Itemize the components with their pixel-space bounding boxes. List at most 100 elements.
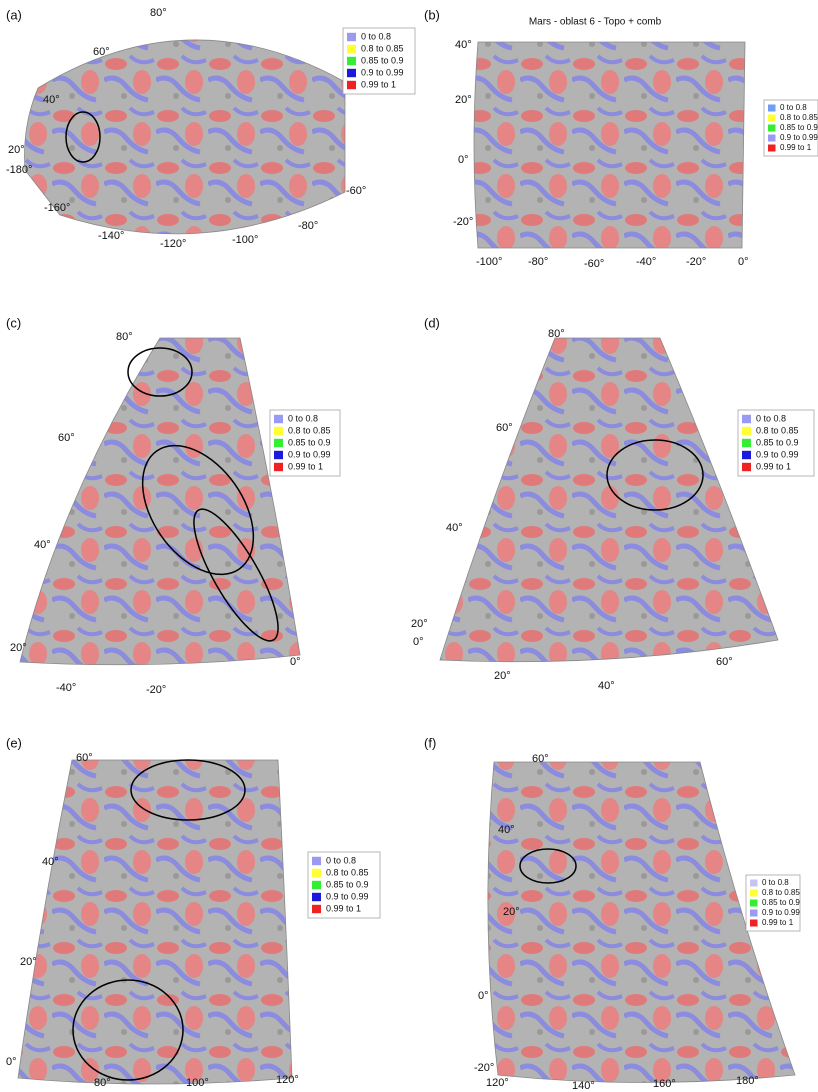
legend-swatch (347, 68, 356, 78)
panel-label: (d) (424, 315, 440, 330)
coordinate-label: -100° (232, 234, 258, 246)
legend-swatch (742, 426, 751, 436)
coordinate-label: 0° (478, 990, 489, 1002)
legend-text: 0.9 to 0.99 (326, 891, 369, 901)
coordinate-label: -100° (476, 256, 502, 268)
legend-swatch (750, 909, 758, 917)
coordinate-label: 40° (598, 680, 615, 692)
coordinate-label: 0° (6, 1056, 17, 1068)
map-panel: (b) Mars - oblast 6 - Topo + comb 40° 20° 0°… (424, 7, 818, 270)
coordinate-label: 60° (93, 46, 110, 58)
legend-swatch (274, 450, 283, 460)
coordinate-label: 0° (290, 656, 301, 668)
legend-swatch (750, 919, 758, 927)
highlight-ellipse (193, 508, 279, 642)
legend-swatch (347, 56, 356, 66)
legend-swatch (347, 80, 356, 90)
map-panel: (c) 80° 60° 40° 20° 0° -40° -20° 0 to 0.8 0.8 to … (6, 315, 341, 696)
panel-label: (c) (6, 315, 21, 330)
coordinate-label: 80° (150, 7, 167, 19)
coordinate-label: -120° (160, 238, 186, 250)
legend-swatch (742, 438, 751, 448)
legend-text: 0.9 to 0.99 (361, 67, 404, 77)
legend-text: 0.85 to 0.9 (762, 898, 800, 907)
legend-text: 0 to 0.8 (756, 413, 786, 423)
coordinate-label: 0° (458, 154, 469, 166)
coordinate-label: 20° (8, 144, 25, 156)
legend-text: 0.99 to 1 (326, 903, 361, 913)
coordinate-label: -40° (636, 256, 656, 268)
highlight-ellipse (65, 111, 101, 163)
coordinate-label: -20° (686, 256, 706, 268)
coordinate-label: -20° (146, 684, 166, 696)
coordinate-label: -20° (474, 1062, 494, 1074)
legend-text: 0.99 to 1 (361, 79, 396, 89)
legend-text: 0.85 to 0.9 (361, 55, 404, 65)
legend-swatch (274, 462, 283, 472)
coordinate-label: 80° (94, 1077, 111, 1089)
legend-text: 0.8 to 0.85 (756, 425, 799, 435)
map-panel: (e) 60° 40° 20° 0° 80° 100° 120° 0 to 0.8 0.8 to … (6, 735, 381, 1089)
map-surface (24, 39, 346, 235)
panel-label: (b) (424, 7, 440, 22)
legend-swatch (312, 892, 321, 902)
coordinate-label: 20° (503, 906, 520, 918)
legend: 0 to 0.80.8 to 0.850.85 to 0.90.9 to 0.9… (745, 874, 800, 932)
coordinate-label: -20° (453, 216, 473, 228)
legend-text: 0.99 to 1 (780, 143, 812, 152)
highlight-ellipse (72, 979, 184, 1081)
coordinate-label: -160° (44, 202, 70, 214)
legend-text: 0.85 to 0.9 (288, 437, 331, 447)
legend-text: 0 to 0.8 (762, 878, 789, 887)
panel-title: Mars - oblast 6 - Topo + comb (529, 17, 662, 28)
legend: 0 to 0.80.8 to 0.850.85 to 0.90.9 to 0.9… (342, 27, 416, 95)
coordinate-label: 40° (498, 824, 515, 836)
legend-text: 0.8 to 0.85 (361, 43, 404, 53)
coordinate-label: 120° (276, 1074, 299, 1086)
map-panel: (a) 80° 60° 40° 20° -180° -160° -140° -120° -100°… (6, 7, 416, 250)
coordinate-label: 0° (738, 256, 749, 268)
map-surface (439, 337, 779, 663)
legend-text: 0.8 to 0.85 (780, 113, 818, 122)
coordinate-label: 60° (76, 752, 93, 764)
legend-text: 0.99 to 1 (756, 461, 791, 471)
coordinate-label: 0° (413, 636, 424, 648)
legend: 0 to 0.80.8 to 0.850.85 to 0.90.9 to 0.9… (763, 99, 818, 157)
legend-text: 0.85 to 0.9 (326, 879, 369, 889)
highlight-ellipse (141, 444, 255, 576)
legend-swatch (312, 904, 321, 914)
legend-swatch (750, 899, 758, 907)
coordinate-label: 180° (736, 1075, 759, 1087)
legend-swatch (768, 104, 776, 112)
coordinate-label: 60° (496, 422, 513, 434)
legend-text: 0.8 to 0.85 (288, 425, 331, 435)
coordinate-label: 40° (455, 39, 472, 51)
coordinate-label: -180° (6, 164, 32, 176)
coordinate-label: 20° (10, 642, 27, 654)
coordinate-label: 20° (494, 670, 511, 682)
legend-text: 0 to 0.8 (780, 103, 807, 112)
legend-text: 0.99 to 1 (762, 918, 794, 927)
legend: 0 to 0.80.8 to 0.850.85 to 0.90.9 to 0.9… (737, 409, 815, 477)
panel-label: (f) (424, 735, 436, 750)
legend-swatch (750, 889, 758, 897)
legend-swatch (742, 414, 751, 424)
legend-swatch (347, 32, 356, 42)
map-surface (17, 759, 293, 1085)
legend-swatch (768, 134, 776, 142)
legend-swatch (312, 856, 321, 866)
coordinate-label: -60° (346, 185, 366, 197)
legend-text: 0 to 0.8 (288, 413, 318, 423)
coordinate-label: 40° (42, 856, 59, 868)
legend-swatch (750, 879, 758, 887)
legend-text: 0.8 to 0.85 (762, 888, 800, 897)
coordinate-label: 140° (572, 1080, 595, 1092)
legend-swatch (312, 868, 321, 878)
coordinate-label: 60° (532, 753, 549, 765)
coordinate-label: 60° (58, 432, 75, 444)
legend-swatch (768, 124, 776, 132)
legend-text: 0.9 to 0.99 (780, 133, 818, 142)
legend-swatch (742, 450, 751, 460)
legend-swatch (274, 426, 283, 436)
legend-swatch (274, 438, 283, 448)
